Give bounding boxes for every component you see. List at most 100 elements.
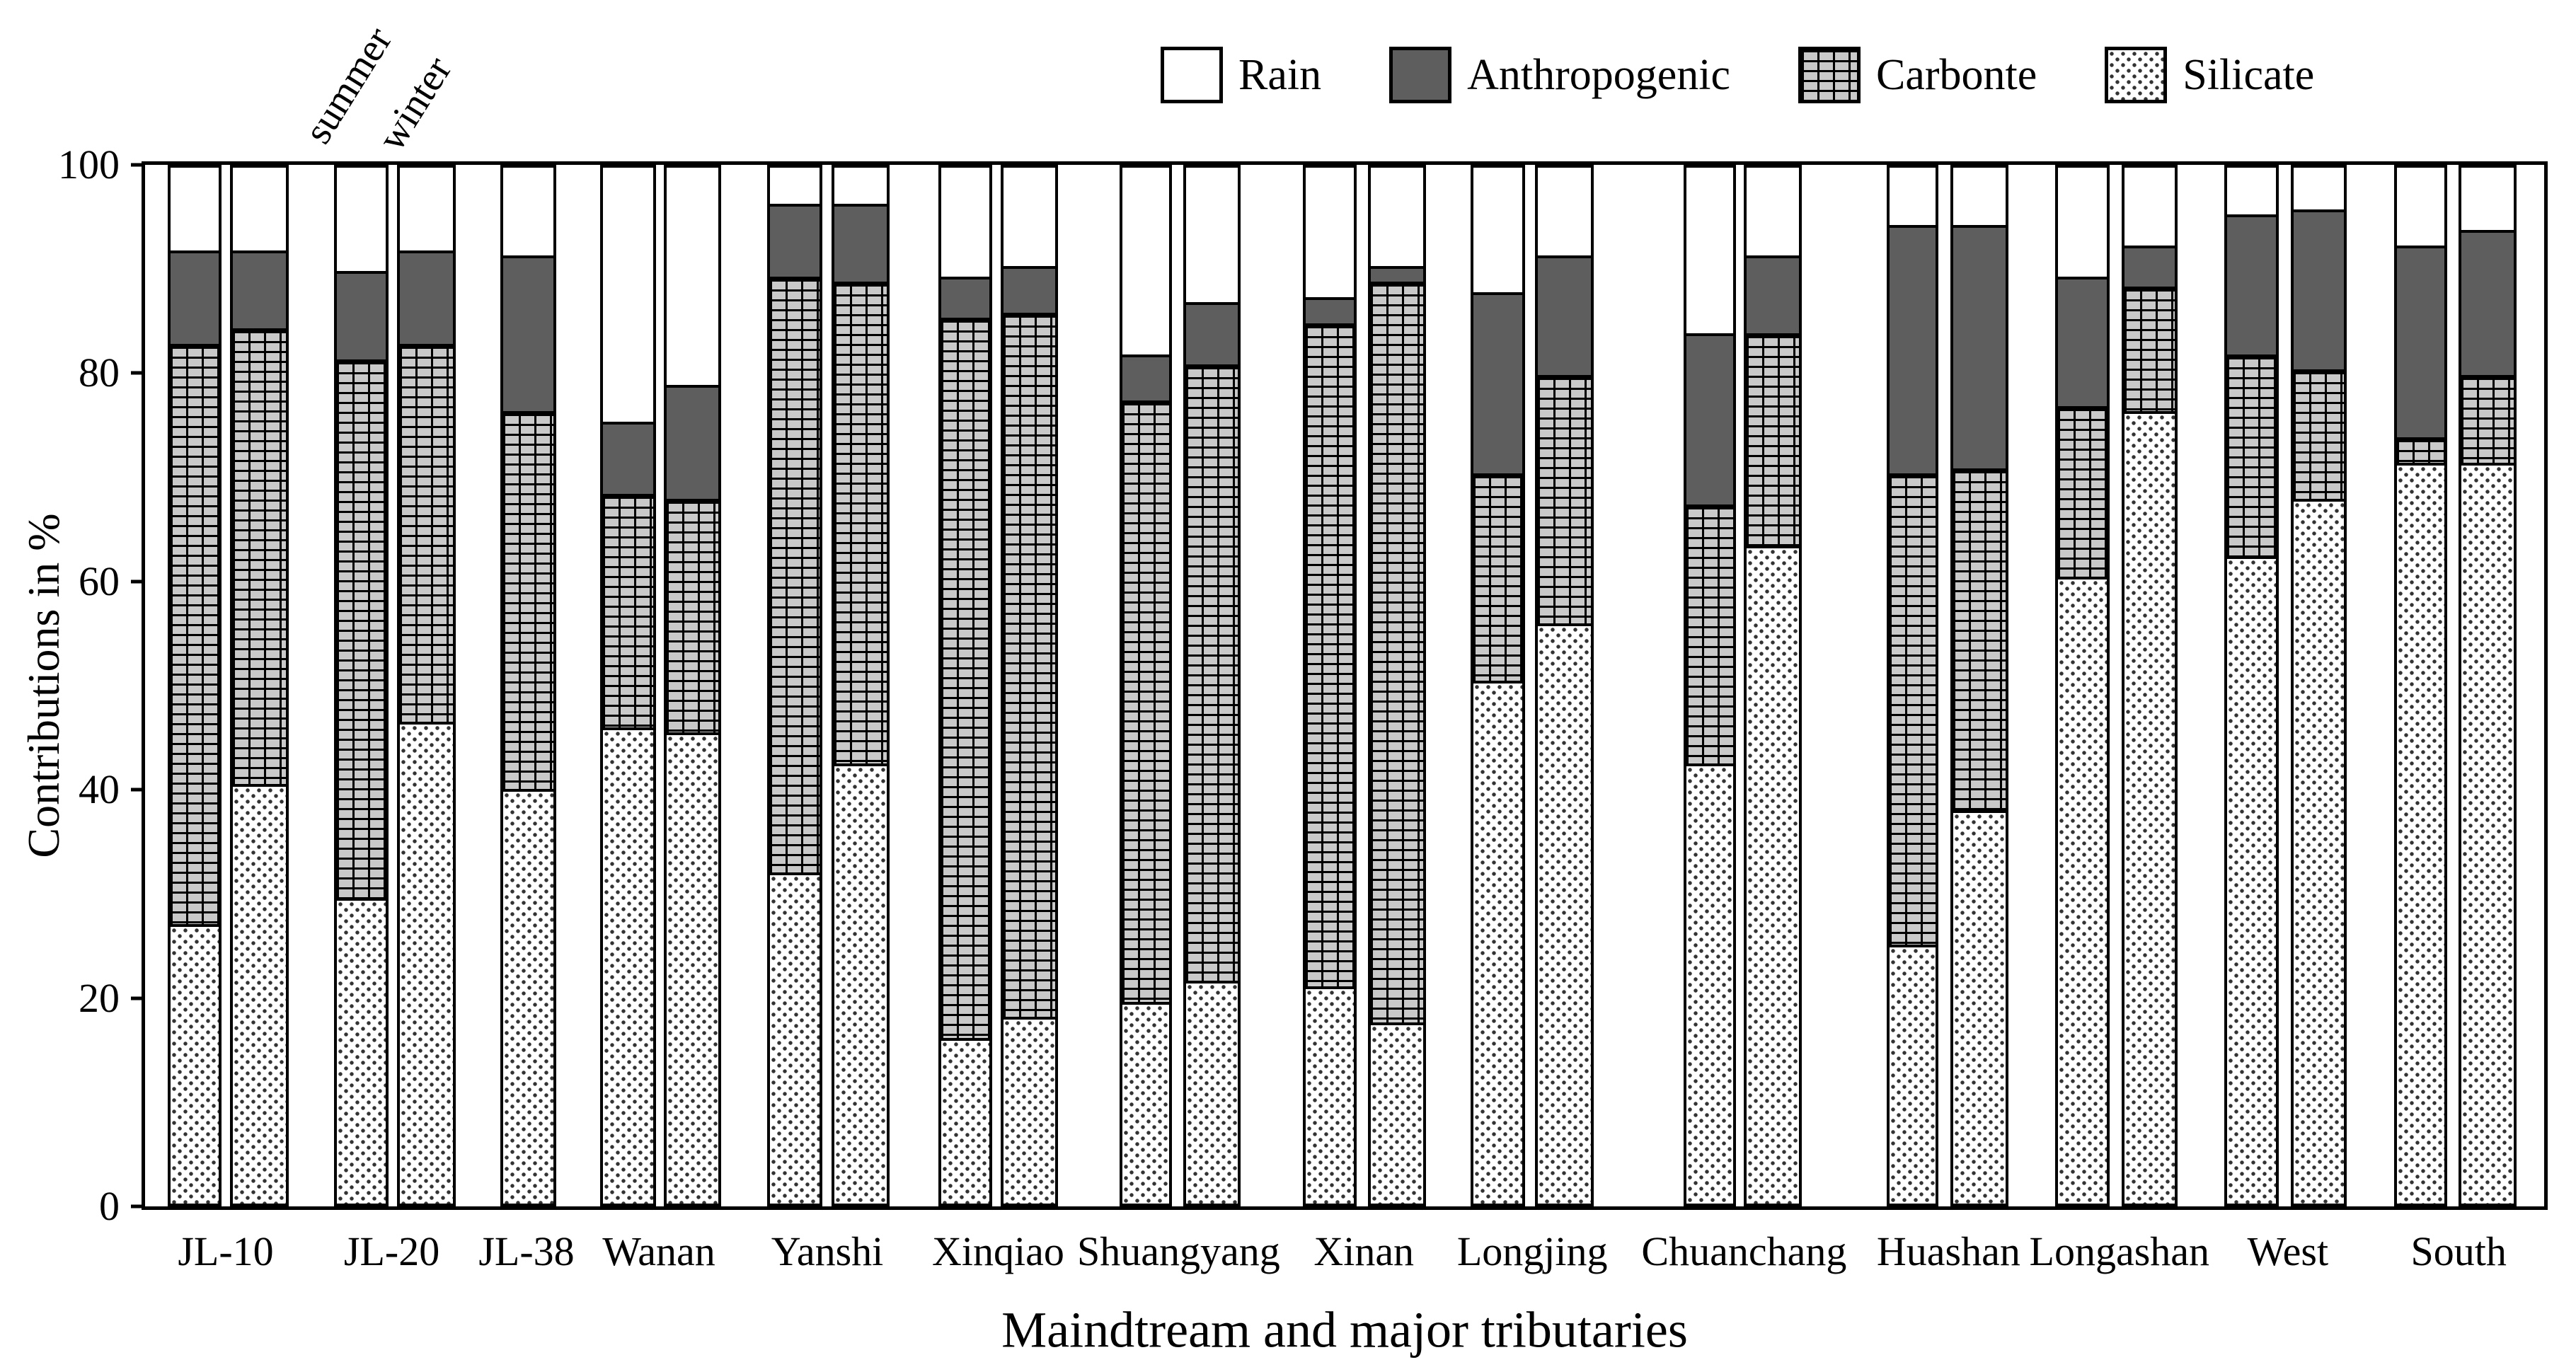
- segment-carbonte: [2058, 405, 2107, 577]
- x-category-label: Xinqiao: [931, 1228, 1064, 1274]
- legend-label: Carbonte: [1876, 51, 2037, 99]
- segment-rain: [1370, 168, 1423, 267]
- x-category-label: JL-38: [478, 1228, 575, 1274]
- bar-Wanan-winter: [663, 165, 721, 1206]
- bar-JL-10-summer: [167, 165, 222, 1206]
- segment-silicate: [1003, 1017, 1056, 1204]
- segment-anthropogenic: [2124, 245, 2175, 287]
- y-tick-label: 80: [79, 350, 120, 396]
- legend-label: Silicate: [2183, 51, 2315, 99]
- segment-silicate: [1686, 763, 1734, 1204]
- segment-rain: [1538, 168, 1591, 256]
- bar-JL-20-summer: [334, 165, 389, 1206]
- segment-anthropogenic: [399, 250, 453, 344]
- segment-anthropogenic: [1538, 255, 1591, 375]
- segment-silicate: [1185, 981, 1238, 1204]
- x-category-label: Longjing: [1456, 1228, 1608, 1274]
- legend-label: Anthropogenic: [1467, 51, 1731, 99]
- segment-carbonte: [1370, 282, 1423, 1022]
- bar-Shuangyang-summer: [1120, 165, 1172, 1206]
- segment-anthropogenic: [2058, 276, 2107, 406]
- segment-anthropogenic: [503, 255, 554, 412]
- carbonte-swatch-icon: [1798, 47, 1861, 103]
- segment-carbonte: [503, 411, 554, 790]
- segment-carbonte: [2396, 437, 2445, 463]
- bar-Longjing-winter: [1535, 165, 1594, 1206]
- segment-rain: [1122, 168, 1169, 354]
- x-category-label: Yanshi: [771, 1228, 884, 1274]
- x-category-label: South: [2410, 1228, 2507, 1274]
- segment-anthropogenic: [1686, 333, 1734, 504]
- segment-anthropogenic: [1185, 302, 1238, 365]
- y-tick-label: 40: [79, 766, 120, 813]
- segment-carbonte: [170, 343, 219, 924]
- segment-carbonte: [1185, 364, 1238, 981]
- bar-South-winter: [2459, 165, 2517, 1206]
- segment-carbonte: [232, 328, 286, 785]
- segment-carbonte: [941, 318, 990, 1038]
- segment-anthropogenic: [1370, 266, 1423, 282]
- segment-carbonte: [337, 359, 386, 899]
- bar-West-winter: [2291, 165, 2347, 1206]
- legend: Rain Anthropogenic Carbonte Silicate: [1161, 47, 2314, 103]
- y-tick-label: 100: [58, 142, 120, 188]
- segment-anthropogenic: [1953, 224, 2006, 468]
- segment-rain: [1953, 168, 2006, 225]
- segment-silicate: [1370, 1022, 1423, 1204]
- segment-anthropogenic: [2294, 209, 2344, 370]
- segment-silicate: [603, 727, 653, 1204]
- segment-anthropogenic: [2461, 229, 2514, 375]
- segment-silicate: [834, 763, 887, 1204]
- x-axis-title: Maindtream and major tributaries: [1001, 1301, 1688, 1359]
- x-category-label: JL-20: [343, 1228, 440, 1274]
- segment-rain: [1889, 168, 1936, 225]
- segment-silicate: [1889, 944, 1936, 1204]
- segment-rain: [2461, 168, 2514, 230]
- segment-carbonte: [1747, 333, 1800, 546]
- legend-item-carbonte: Carbonte: [1798, 47, 2037, 103]
- legend-item-anthropogenic: Anthropogenic: [1389, 47, 1730, 103]
- segment-carbonte: [2227, 354, 2277, 556]
- bar-Wanan-summer: [600, 165, 656, 1206]
- segment-rain: [2396, 168, 2445, 246]
- segment-rain: [1306, 168, 1354, 297]
- bar-Chuanchang-winter: [1744, 165, 1802, 1206]
- segment-carbonte: [2294, 369, 2344, 500]
- x-category-label: Chuanchang: [1641, 1228, 1847, 1274]
- segment-carbonte: [603, 494, 653, 727]
- segment-silicate: [2294, 499, 2344, 1204]
- segment-silicate: [1122, 1001, 1169, 1204]
- segment-silicate: [232, 784, 286, 1204]
- plot-area: 0 20 40 60 80 100: [58, 144, 2548, 1227]
- bar-Xinan-summer: [1303, 165, 1357, 1206]
- segment-silicate: [399, 722, 453, 1204]
- segment-anthropogenic: [2396, 245, 2445, 437]
- bar-Xinqiao-winter: [1000, 165, 1059, 1206]
- x-category-label: Shuangyang: [1077, 1228, 1280, 1274]
- segment-carbonte: [1003, 312, 1056, 1017]
- bar-Longashan-winter: [2121, 165, 2178, 1206]
- bar-Huashan-summer: [1886, 165, 1939, 1206]
- bar-Xinan-winter: [1367, 165, 1426, 1206]
- anthropogenic-swatch-icon: [1389, 47, 1452, 103]
- segment-carbonte: [399, 343, 453, 722]
- segment-rain: [1473, 168, 1523, 292]
- y-tick-label: 0: [99, 1183, 120, 1229]
- segment-rain: [2227, 168, 2277, 214]
- bar-Yanshi-winter: [832, 165, 890, 1206]
- segment-rain: [941, 168, 990, 277]
- segment-silicate: [1473, 680, 1523, 1204]
- x-axis-category-labels: JL-10 JL-20 JL-38 Wanan Yanshi Xinqiao Shuangy…: [142, 1210, 2548, 1274]
- bar-JL-20-winter: [396, 165, 456, 1206]
- bar-West-summer: [2224, 165, 2279, 1206]
- bar-JL-10-winter: [229, 165, 289, 1206]
- y-axis-title: Contributions in %: [18, 513, 69, 858]
- segment-anthropogenic: [834, 204, 887, 282]
- segment-carbonte: [1889, 473, 1936, 945]
- segment-silicate: [503, 789, 554, 1204]
- segment-rain: [2294, 168, 2344, 209]
- rain-swatch-icon: [1161, 47, 1223, 103]
- segment-carbonte: [666, 499, 718, 732]
- segment-carbonte: [1122, 400, 1169, 1002]
- y-tick-mark: [131, 788, 145, 792]
